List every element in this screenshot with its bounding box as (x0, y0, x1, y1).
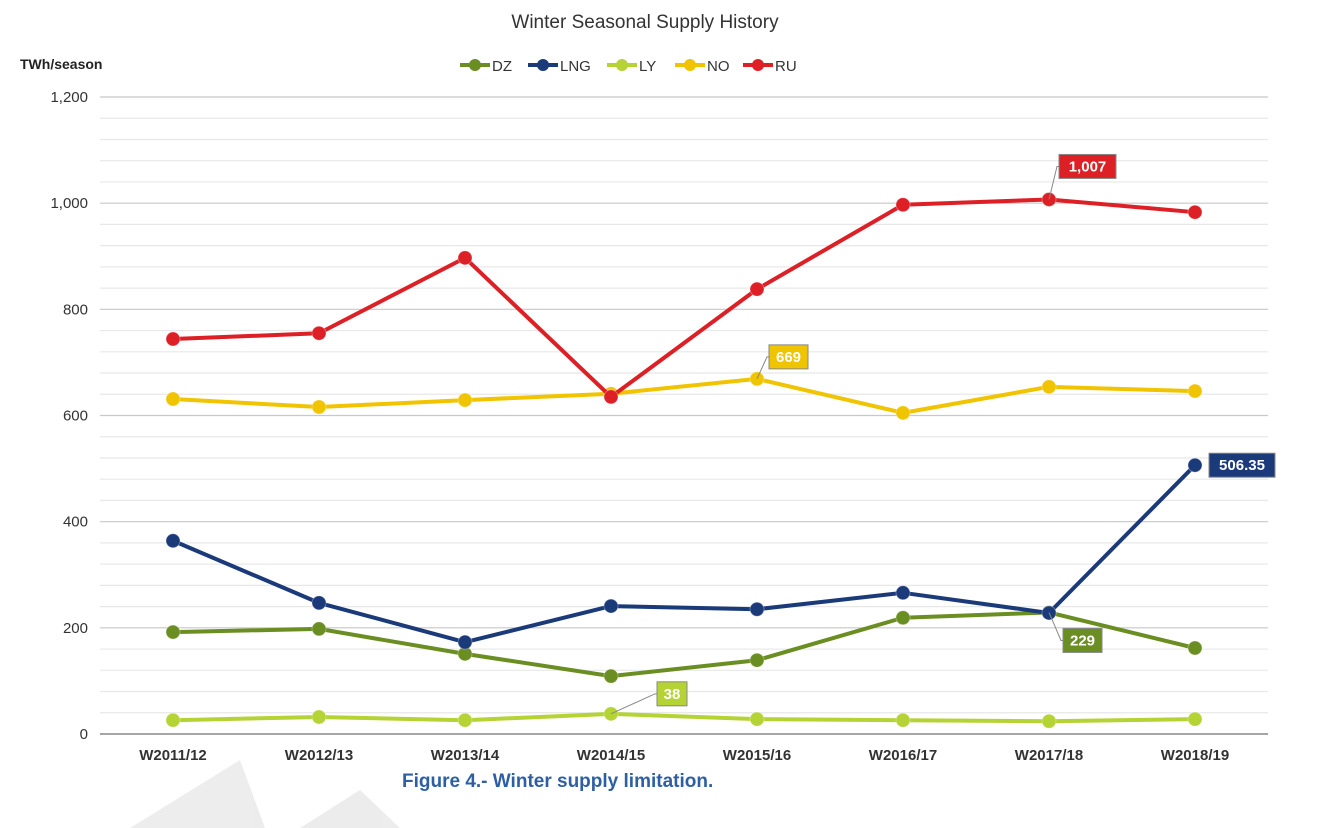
legend-item-ly: LY (607, 58, 656, 75)
x-tick-label: W2013/14 (431, 747, 500, 764)
y-tick-label: 200 (63, 620, 88, 637)
data-point (311, 621, 327, 637)
data-point (311, 325, 327, 341)
data-point (749, 281, 765, 297)
data-label-box (1208, 452, 1276, 478)
figure-caption: Figure 4.- Winter supply limitation. (402, 771, 714, 792)
legend-marker (752, 59, 764, 71)
data-point (1187, 457, 1203, 473)
data-label-text: 1,007 (1069, 158, 1107, 175)
data-point (1041, 379, 1057, 395)
data-point (457, 634, 473, 650)
legend-item-dz: DZ (460, 58, 512, 75)
legend-label: LNG (560, 58, 591, 75)
y-tick-label: 800 (63, 301, 88, 318)
data-point (1187, 383, 1203, 399)
data-label-text: 229 (1070, 632, 1095, 649)
legend-label: DZ (492, 58, 512, 75)
data-point (311, 709, 327, 725)
data-point (165, 712, 181, 728)
y-tick-label: 600 (63, 408, 88, 425)
legend-marker (537, 59, 549, 71)
data-point (749, 652, 765, 668)
data-point (749, 601, 765, 617)
data-point (165, 391, 181, 407)
data-point (311, 399, 327, 415)
data-label-ly: 38 (610, 681, 688, 715)
legend-marker (469, 59, 481, 71)
data-point (1187, 640, 1203, 656)
data-point (895, 610, 911, 626)
data-label-ru: 1,007 (1048, 153, 1117, 200)
data-point (895, 585, 911, 601)
series-ly (165, 706, 1203, 729)
data-point (457, 392, 473, 408)
y-tick-label: 0 (80, 726, 88, 743)
legend-label: LY (639, 58, 656, 75)
data-point (165, 624, 181, 640)
data-label-box (656, 681, 688, 707)
data-point (603, 598, 619, 614)
data-point (1187, 711, 1203, 727)
data-point (895, 405, 911, 421)
leader-line (756, 356, 769, 380)
chart-title: Winter Seasonal Supply History (511, 12, 779, 33)
series-lng (165, 457, 1203, 650)
x-tick-label: W2012/13 (285, 747, 353, 764)
data-point (895, 197, 911, 213)
leader-line (610, 693, 657, 715)
data-point (603, 668, 619, 684)
data-point (603, 389, 619, 405)
series-line (172, 197, 1196, 399)
data-label-text: 38 (664, 686, 681, 703)
leader-line (1048, 612, 1063, 641)
x-tick-label: W2018/19 (1161, 747, 1229, 764)
series-ru (165, 191, 1203, 405)
x-tick-label: W2014/15 (577, 747, 645, 764)
series-line (172, 376, 1196, 415)
legend-label: RU (775, 58, 797, 75)
series-line (172, 711, 1196, 724)
legend-label: NO (707, 58, 730, 75)
data-label-box (768, 344, 809, 370)
data-point (1187, 204, 1203, 220)
legend-marker (684, 59, 696, 71)
data-point (165, 533, 181, 549)
x-tick-label: W2016/17 (869, 747, 937, 764)
data-label-box (1062, 627, 1103, 653)
y-tick-label: 1,200 (50, 89, 88, 106)
watermark (130, 760, 400, 828)
x-tick-label: W2011/12 (139, 747, 207, 764)
legend-item-lng: LNG (528, 58, 591, 75)
legend-item-no: NO (675, 58, 730, 75)
data-point (749, 711, 765, 727)
data-point (311, 595, 327, 611)
data-point (895, 712, 911, 728)
leader-line (1048, 165, 1059, 200)
data-point (1041, 713, 1057, 729)
y-tick-label: 400 (63, 514, 88, 531)
legend-marker (616, 59, 628, 71)
data-label-no: 669 (756, 344, 809, 380)
data-label-text: 669 (776, 349, 801, 366)
data-label-text: 506.35 (1219, 457, 1265, 474)
data-point (457, 712, 473, 728)
series-line (172, 610, 1196, 679)
data-point (165, 331, 181, 347)
y-axis-label: TWh/season (20, 56, 102, 72)
data-label-box (1058, 153, 1117, 179)
data-point (457, 250, 473, 266)
data-label-dz: 229 (1048, 612, 1103, 653)
x-tick-label: W2017/18 (1015, 747, 1083, 764)
y-tick-label: 1,000 (50, 195, 88, 212)
x-tick-label: W2015/16 (723, 747, 791, 764)
legend-item-ru: RU (743, 58, 797, 75)
series-line (172, 463, 1197, 645)
data-label-lng: 506.35 (1208, 452, 1276, 478)
series-no (165, 371, 1203, 421)
